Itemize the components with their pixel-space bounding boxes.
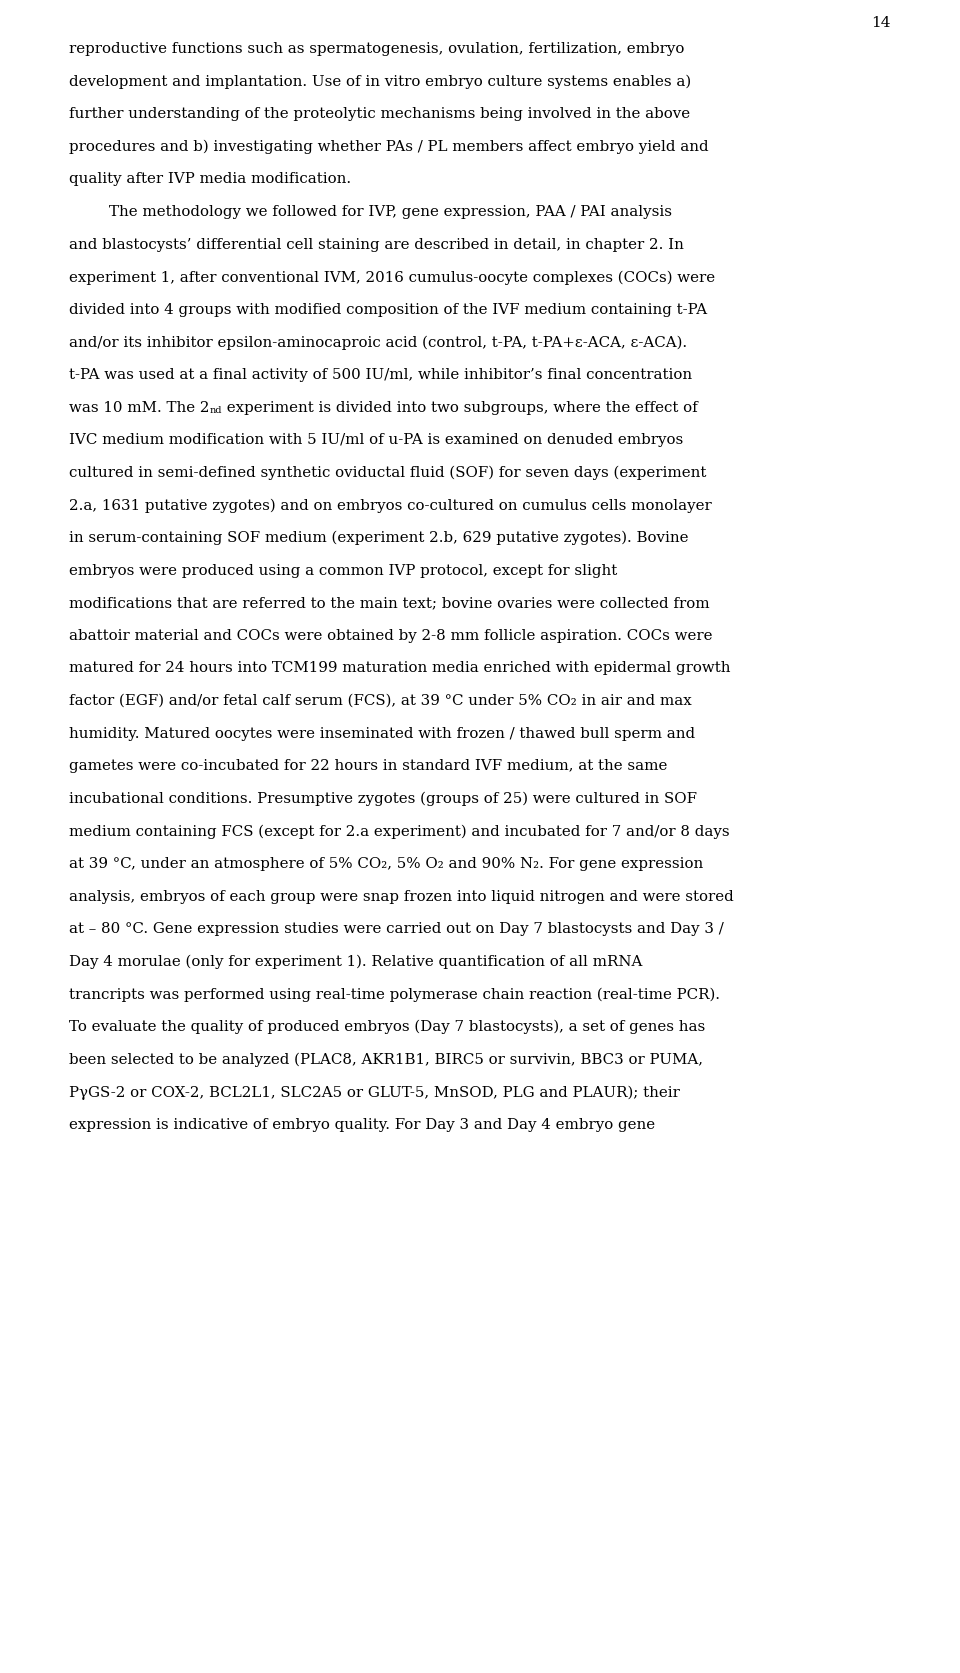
Text: medium containing FCS (except for 2.a experiment) and incubated for 7 and/or 8 d: medium containing FCS (except for 2.a ex… [69, 825, 730, 838]
Text: factor (EGF) and/or fetal calf serum (FCS), at 39 °C under 5% CO₂ in air and max: factor (EGF) and/or fetal calf serum (FC… [69, 694, 692, 708]
Text: incubational conditions. Presumptive zygotes (groups of 25) were cultured in SOF: incubational conditions. Presumptive zyg… [69, 791, 697, 806]
Text: Day 4 morulae (only for experiment 1). Relative quantification of all mRNA: Day 4 morulae (only for experiment 1). R… [69, 955, 642, 969]
Text: reproductive functions such as spermatogenesis, ovulation, fertilization, embryo: reproductive functions such as spermatog… [69, 42, 684, 55]
Text: abattoir material and COCs were obtained by 2-8 mm follicle aspiration. COCs wer: abattoir material and COCs were obtained… [69, 629, 712, 642]
Text: modifications that are referred to the main text; bovine ovaries were collected : modifications that are referred to the m… [69, 596, 709, 611]
Text: experiment is divided into two subgroups, where the effect of: experiment is divided into two subgroups… [222, 400, 698, 415]
Text: been selected to be analyzed (PLAC8, AKR1B1, BIRC5 or survivin, BBC3 or PUMA,: been selected to be analyzed (PLAC8, AKR… [69, 1052, 703, 1067]
Text: was 10 mM. The 2: was 10 mM. The 2 [69, 400, 209, 415]
Text: trancripts was performed using real-time polymerase chain reaction (real-time PC: trancripts was performed using real-time… [69, 987, 720, 1002]
Text: matured for 24 hours into TCM199 maturation media enriched with epidermal growth: matured for 24 hours into TCM199 maturat… [69, 661, 731, 676]
Text: procedures and b) investigating whether PAs / PL members affect embryo yield and: procedures and b) investigating whether … [69, 141, 708, 154]
Text: experiment 1, after conventional IVM, 2016 cumulus-oocyte complexes (COCs) were: experiment 1, after conventional IVM, 20… [69, 271, 715, 284]
Text: gametes were co-incubated for 22 hours in standard IVF medium, at the same: gametes were co-incubated for 22 hours i… [69, 760, 667, 773]
Text: expression is indicative of embryo quality. For Day 3 and Day 4 embryo gene: expression is indicative of embryo quali… [69, 1118, 655, 1133]
Text: 14: 14 [872, 17, 891, 30]
Text: and blastocysts’ differential cell staining are described in detail, in chapter : and blastocysts’ differential cell stain… [69, 238, 684, 251]
Text: at 39 °C, under an atmosphere of 5% CO₂, 5% O₂ and 90% N₂. For gene expression: at 39 °C, under an atmosphere of 5% CO₂,… [69, 857, 704, 872]
Text: t-PA was used at a final activity of 500 IU/ml, while inhibitor’s final concentr: t-PA was used at a final activity of 500… [69, 368, 692, 381]
Text: analysis, embryos of each group were snap frozen into liquid nitrogen and were s: analysis, embryos of each group were sna… [69, 890, 733, 903]
Text: at – 80 °C. Gene expression studies were carried out on Day 7 blastocysts and Da: at – 80 °C. Gene expression studies were… [69, 922, 724, 937]
Text: nd: nd [209, 405, 222, 415]
Text: quality after IVP media modification.: quality after IVP media modification. [69, 172, 351, 186]
Text: in serum-containing SOF medium (experiment 2.b, 629 putative zygotes). Bovine: in serum-containing SOF medium (experime… [69, 530, 688, 545]
Text: development and implantation. Use of in vitro embryo culture systems enables a): development and implantation. Use of in … [69, 75, 691, 89]
Text: PγGS-2 or COX-2, BCL2L1, SLC2A5 or GLUT-5, MnSOD, PLG and PLAUR); their: PγGS-2 or COX-2, BCL2L1, SLC2A5 or GLUT-… [69, 1086, 680, 1099]
Text: 2.a, 1631 putative zygotes) and on embryos co-cultured on cumulus cells monolaye: 2.a, 1631 putative zygotes) and on embry… [69, 499, 711, 514]
Text: The methodology we followed for IVP, gene expression, PAA / PAI analysis: The methodology we followed for IVP, gen… [109, 206, 672, 219]
Text: cultured in semi-defined synthetic oviductal fluid (SOF) for seven days (experim: cultured in semi-defined synthetic ovidu… [69, 465, 707, 480]
Text: To evaluate the quality of produced embryos (Day 7 blastocysts), a set of genes : To evaluate the quality of produced embr… [69, 1021, 706, 1034]
Text: IVC medium modification with 5 IU/ml of u-PA is examined on denuded embryos: IVC medium modification with 5 IU/ml of … [69, 433, 684, 447]
Text: divided into 4 groups with modified composition of the IVF medium containing t-P: divided into 4 groups with modified comp… [69, 303, 708, 316]
Text: and/or its inhibitor epsilon-aminocaproic acid (control, t-PA, t-PA+ε-ACA, ε-ACA: and/or its inhibitor epsilon-aminocaproi… [69, 335, 687, 350]
Text: further understanding of the proteolytic mechanisms being involved in the above: further understanding of the proteolytic… [69, 107, 690, 120]
Text: humidity. Matured oocytes were inseminated with frozen / thawed bull sperm and: humidity. Matured oocytes were inseminat… [69, 726, 695, 741]
Text: embryos were produced using a common IVP protocol, except for slight: embryos were produced using a common IVP… [69, 564, 617, 577]
